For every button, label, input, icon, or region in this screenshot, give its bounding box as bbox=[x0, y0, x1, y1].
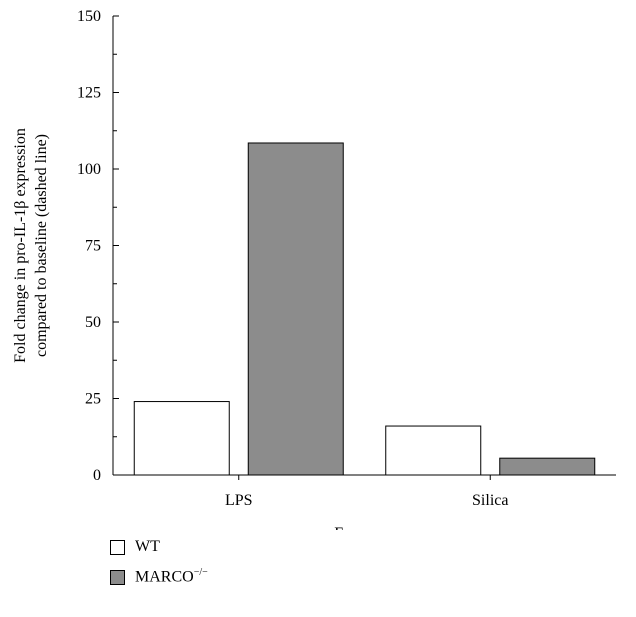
legend-swatch-marco bbox=[110, 569, 125, 585]
y-tick-label: 75 bbox=[85, 238, 101, 255]
legend-swatch-wt bbox=[110, 539, 125, 555]
legend: WT MARCO−/− bbox=[110, 532, 208, 592]
y-tick-label: 50 bbox=[85, 314, 101, 331]
legend-label-marco-sup: −/− bbox=[193, 567, 208, 579]
bar-wt-silica bbox=[385, 425, 482, 476]
y-tick-label: 25 bbox=[85, 391, 101, 408]
bar-marco-lps bbox=[247, 142, 344, 476]
y-tick-label: 100 bbox=[77, 161, 101, 178]
labels: 0 25 50 75 100 125 150 LPS Silica Exposure Fold ch… bbox=[12, 8, 508, 530]
x-axis-title: Exposure bbox=[334, 525, 394, 530]
legend-item-marco: MARCO−/− bbox=[110, 562, 208, 592]
bar-chart: 0 25 50 75 100 125 150 LPS Silica Exposure Fold ch… bbox=[12, 8, 616, 530]
y-tick-label: 125 bbox=[77, 85, 101, 102]
x-tick-label: LPS bbox=[225, 492, 253, 509]
y-tick-label: 150 bbox=[77, 8, 101, 25]
y-tick-label: 0 bbox=[93, 467, 101, 484]
legend-label-marco: MARCO−/− bbox=[135, 567, 208, 586]
bar-wt-lps bbox=[133, 401, 230, 476]
y-axis-title-line-1: Fold change in pro-IL-1β expression bbox=[12, 128, 29, 363]
bars bbox=[133, 142, 596, 476]
x-tick-label: Silica bbox=[472, 492, 508, 509]
legend-label-marco-text: MARCO bbox=[135, 568, 194, 586]
bar-marco-silica bbox=[499, 457, 596, 476]
y-axis-title-line-2: compared to baseline (dashed line) bbox=[33, 134, 50, 357]
legend-label-wt: WT bbox=[135, 538, 160, 555]
legend-item-wt: WT bbox=[110, 532, 208, 562]
